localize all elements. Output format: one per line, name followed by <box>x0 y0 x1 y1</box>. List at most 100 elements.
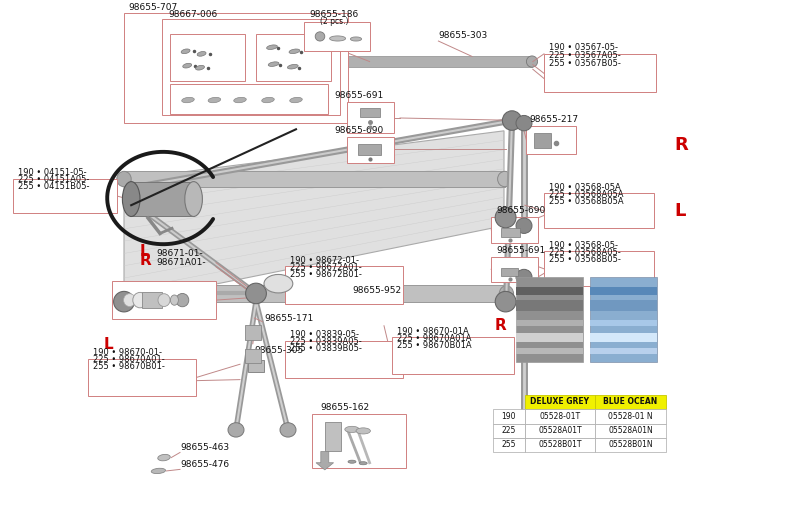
Text: 225 • 03567A05-: 225 • 03567A05- <box>549 51 621 60</box>
Text: 05528A01N: 05528A01N <box>608 426 653 435</box>
Bar <box>590 348 657 354</box>
Ellipse shape <box>123 293 136 307</box>
Text: 05528-01 N: 05528-01 N <box>608 411 653 421</box>
Bar <box>358 144 381 155</box>
Ellipse shape <box>350 37 362 41</box>
Text: 225 • 03568A05-: 225 • 03568A05- <box>549 248 621 257</box>
Ellipse shape <box>516 269 532 285</box>
Text: 255 • 03839B05-: 255 • 03839B05- <box>290 344 362 353</box>
Ellipse shape <box>197 51 206 56</box>
Text: 225 • 98670A01A: 225 • 98670A01A <box>397 333 471 343</box>
Text: 98655-690: 98655-690 <box>334 126 384 135</box>
Text: 225 • 03568A05A: 225 • 03568A05A <box>549 190 623 199</box>
Ellipse shape <box>234 97 246 103</box>
Bar <box>501 268 518 276</box>
Bar <box>525 438 595 452</box>
Bar <box>312 414 406 468</box>
Ellipse shape <box>117 171 131 187</box>
Text: 190 • 98670-01-: 190 • 98670-01- <box>93 348 162 357</box>
Text: 98671A01-: 98671A01- <box>157 258 206 267</box>
Bar <box>595 424 666 438</box>
Bar <box>590 300 657 311</box>
Bar <box>245 325 261 340</box>
Bar <box>360 108 380 117</box>
Bar <box>493 424 525 438</box>
Text: DELUXE GREY: DELUXE GREY <box>530 397 590 406</box>
Ellipse shape <box>266 45 278 49</box>
Bar <box>142 292 162 308</box>
Ellipse shape <box>516 426 532 441</box>
Text: 255 • 03568B05A: 255 • 03568B05A <box>549 197 623 206</box>
Ellipse shape <box>502 111 522 130</box>
Bar <box>590 333 657 342</box>
Bar <box>516 300 583 311</box>
Ellipse shape <box>181 49 190 54</box>
Text: 98671-01-: 98671-01- <box>157 249 203 258</box>
Ellipse shape <box>246 283 266 304</box>
Text: 98655-186: 98655-186 <box>310 10 359 19</box>
Text: 98655-691: 98655-691 <box>334 90 384 100</box>
Ellipse shape <box>287 65 298 69</box>
Bar <box>491 256 538 282</box>
Bar <box>285 341 403 378</box>
Ellipse shape <box>330 36 346 41</box>
Bar <box>544 251 654 286</box>
Text: R: R <box>494 319 506 333</box>
Ellipse shape <box>176 293 189 307</box>
Text: R: R <box>674 136 688 154</box>
Bar <box>516 320 583 326</box>
Bar <box>124 285 506 302</box>
Bar <box>124 171 505 187</box>
Ellipse shape <box>348 460 356 463</box>
Ellipse shape <box>195 65 205 70</box>
Text: 98655-463: 98655-463 <box>180 443 229 452</box>
Ellipse shape <box>356 428 370 434</box>
Ellipse shape <box>262 97 274 103</box>
Bar <box>534 133 551 148</box>
Text: 225 • 04151A05-: 225 • 04151A05- <box>18 175 89 184</box>
Bar <box>544 54 656 92</box>
Ellipse shape <box>158 293 170 307</box>
Text: 98655-476: 98655-476 <box>180 460 229 469</box>
Ellipse shape <box>133 292 147 308</box>
Bar <box>256 34 331 81</box>
Bar <box>304 22 370 51</box>
Text: 190 • 03568-05A: 190 • 03568-05A <box>549 183 621 192</box>
Bar <box>162 19 340 115</box>
Bar <box>347 102 394 133</box>
Text: 05528B01T: 05528B01T <box>538 440 582 449</box>
Text: 05528B01N: 05528B01N <box>608 440 653 449</box>
Ellipse shape <box>182 63 192 68</box>
Bar <box>347 137 394 163</box>
Bar <box>325 422 341 451</box>
Ellipse shape <box>495 207 516 228</box>
Bar <box>501 228 520 237</box>
Bar <box>525 395 595 409</box>
Bar <box>392 337 514 374</box>
Ellipse shape <box>498 171 512 187</box>
Text: 255 • 98670B01-: 255 • 98670B01- <box>93 362 165 371</box>
Bar <box>516 277 583 362</box>
Ellipse shape <box>516 218 532 233</box>
Bar <box>544 193 654 228</box>
Bar <box>516 333 583 342</box>
Text: 190: 190 <box>502 411 516 421</box>
Ellipse shape <box>499 286 514 302</box>
Ellipse shape <box>114 291 134 312</box>
Text: L: L <box>140 244 150 259</box>
Text: BLUE OCEAN: BLUE OCEAN <box>603 397 658 406</box>
Bar <box>493 438 525 452</box>
Circle shape <box>264 274 293 293</box>
Ellipse shape <box>516 115 532 131</box>
Bar <box>525 409 595 424</box>
Bar <box>510 430 540 440</box>
Ellipse shape <box>526 56 538 67</box>
Text: 255 • 98670B01A: 255 • 98670B01A <box>397 341 471 350</box>
Bar <box>336 56 532 67</box>
Text: 05528A01T: 05528A01T <box>538 426 582 435</box>
Bar <box>590 287 657 295</box>
Text: 98655-217: 98655-217 <box>530 115 578 124</box>
Polygon shape <box>124 131 504 303</box>
Bar <box>526 126 576 154</box>
Ellipse shape <box>122 182 140 216</box>
